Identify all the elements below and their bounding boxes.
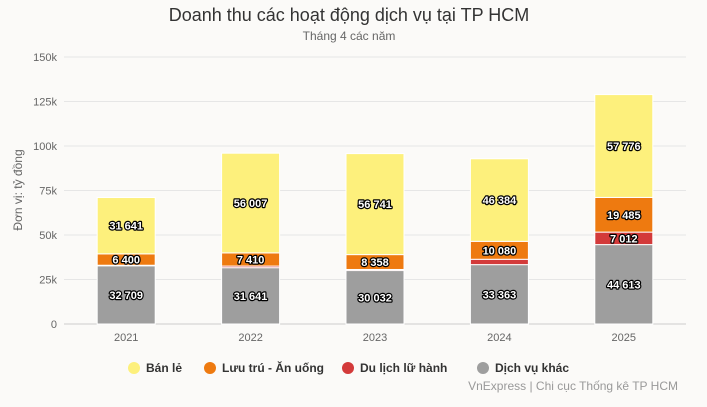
bar-segment[interactable] xyxy=(469,258,529,266)
legend-swatch xyxy=(477,362,489,374)
legend-item[interactable]: Dịch vụ khác xyxy=(477,361,569,375)
y-tick-label: 100k xyxy=(33,141,57,153)
bar-segment[interactable] xyxy=(594,94,654,198)
legend-label: Lưu trú - Ăn uống xyxy=(222,360,324,375)
x-tick-label: 2021 xyxy=(114,332,138,344)
legend-swatch xyxy=(128,362,140,374)
y-tick-label: 25k xyxy=(39,275,57,287)
y-tick-label: 75k xyxy=(39,186,57,198)
legend-swatch xyxy=(342,362,354,374)
data-label: 19 485 xyxy=(607,210,641,222)
chart-subtitle: Tháng 4 các năm xyxy=(303,29,396,43)
data-label: 7 410 xyxy=(237,254,265,266)
data-label: 56 007 xyxy=(234,198,268,210)
legend-item[interactable]: Lưu trú - Ăn uống xyxy=(204,360,324,375)
legend-label: Dịch vụ khác xyxy=(495,361,569,375)
data-label: 33 363 xyxy=(483,289,517,301)
data-label: 31 641 xyxy=(109,221,143,233)
bar-segment[interactable] xyxy=(469,264,529,325)
bar-segment[interactable] xyxy=(221,152,281,254)
legend-label: Du lịch lữ hành xyxy=(360,361,447,375)
y-tick-label: 0 xyxy=(51,319,57,331)
data-label: 44 613 xyxy=(607,279,641,291)
data-label: 30 032 xyxy=(358,292,392,304)
x-tick-label: 2023 xyxy=(363,332,387,344)
y-axis-label: Đơn vị: tỷ đồng xyxy=(11,149,25,230)
data-label: 31 641 xyxy=(234,291,268,303)
y-tick-label: 50k xyxy=(39,230,57,242)
legend-item[interactable]: Du lịch lữ hành xyxy=(342,361,447,375)
legend-item[interactable]: Bán lẻ xyxy=(128,361,182,375)
bar-segment[interactable] xyxy=(96,265,156,325)
data-label: 56 741 xyxy=(358,199,392,211)
source-credit: VnExpress | Chi cục Thống kê TP HCM xyxy=(468,379,678,393)
chart-title: Doanh thu các hoạt động dịch vụ tại TP H… xyxy=(169,5,530,25)
data-label: 46 384 xyxy=(483,195,518,207)
data-label: 57 776 xyxy=(607,141,641,153)
data-label: 10 080 xyxy=(483,245,517,257)
data-label: 7 012 xyxy=(610,233,638,245)
data-label: 8 358 xyxy=(361,257,389,269)
data-label: 32 709 xyxy=(109,290,143,302)
bar-segment[interactable] xyxy=(345,270,405,325)
y-tick-label: 125k xyxy=(33,97,57,109)
x-tick-label: 2025 xyxy=(612,332,636,344)
x-tick-label: 2024 xyxy=(487,332,511,344)
bar-segment[interactable] xyxy=(345,153,405,256)
data-label: 6 400 xyxy=(112,255,140,267)
x-tick-label: 2022 xyxy=(238,332,262,344)
bar-segment[interactable] xyxy=(96,197,156,255)
bar-segment[interactable] xyxy=(594,244,654,325)
y-tick-label: 150k xyxy=(33,52,57,64)
bar-segment[interactable] xyxy=(469,158,529,242)
legend-swatch xyxy=(204,362,216,374)
bar-segment[interactable] xyxy=(594,196,654,233)
legend-label: Bán lẻ xyxy=(146,361,182,375)
